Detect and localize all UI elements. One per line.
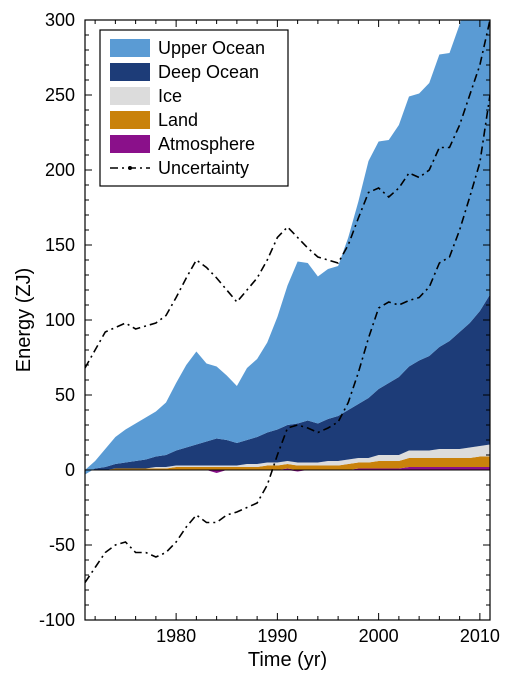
y-axis-label: Energy (ZJ) (13, 268, 35, 372)
y-tick-label: 50 (55, 385, 75, 405)
x-tick-label: 1980 (156, 626, 196, 646)
x-tick-label: 2010 (460, 626, 500, 646)
y-tick-label: 150 (45, 235, 75, 255)
legend-swatch (110, 39, 150, 57)
legend: Upper Ocean Deep Ocean Ice Land Atmosphere Un… (100, 30, 288, 186)
legend-label: Atmosphere (158, 134, 255, 154)
legend-label: Uncertainty (158, 158, 249, 178)
y-tick-label: -100 (39, 610, 75, 630)
energy-accumulation-chart: 1980 1990 2000 2010 -100 -50 0 50 100 150 200 250 30… (0, 0, 507, 687)
legend-label: Ice (158, 86, 182, 106)
legend-label: Deep Ocean (158, 62, 259, 82)
legend-swatch (110, 87, 150, 105)
legend-swatch (110, 111, 150, 129)
y-tick-label: -50 (49, 535, 75, 555)
x-axis-label: Time (yr) (248, 649, 327, 671)
y-tick-label: 250 (45, 85, 75, 105)
y-tick-label: 200 (45, 160, 75, 180)
legend-label: Upper Ocean (158, 38, 265, 58)
legend-swatch (110, 63, 150, 81)
legend-label: Land (158, 110, 198, 130)
x-tick-label: 2000 (359, 626, 399, 646)
legend-swatch (110, 135, 150, 153)
x-tick-label: 1990 (257, 626, 297, 646)
y-tick-label: 0 (65, 460, 75, 480)
y-tick-label: 100 (45, 310, 75, 330)
y-tick-label: 300 (45, 10, 75, 30)
